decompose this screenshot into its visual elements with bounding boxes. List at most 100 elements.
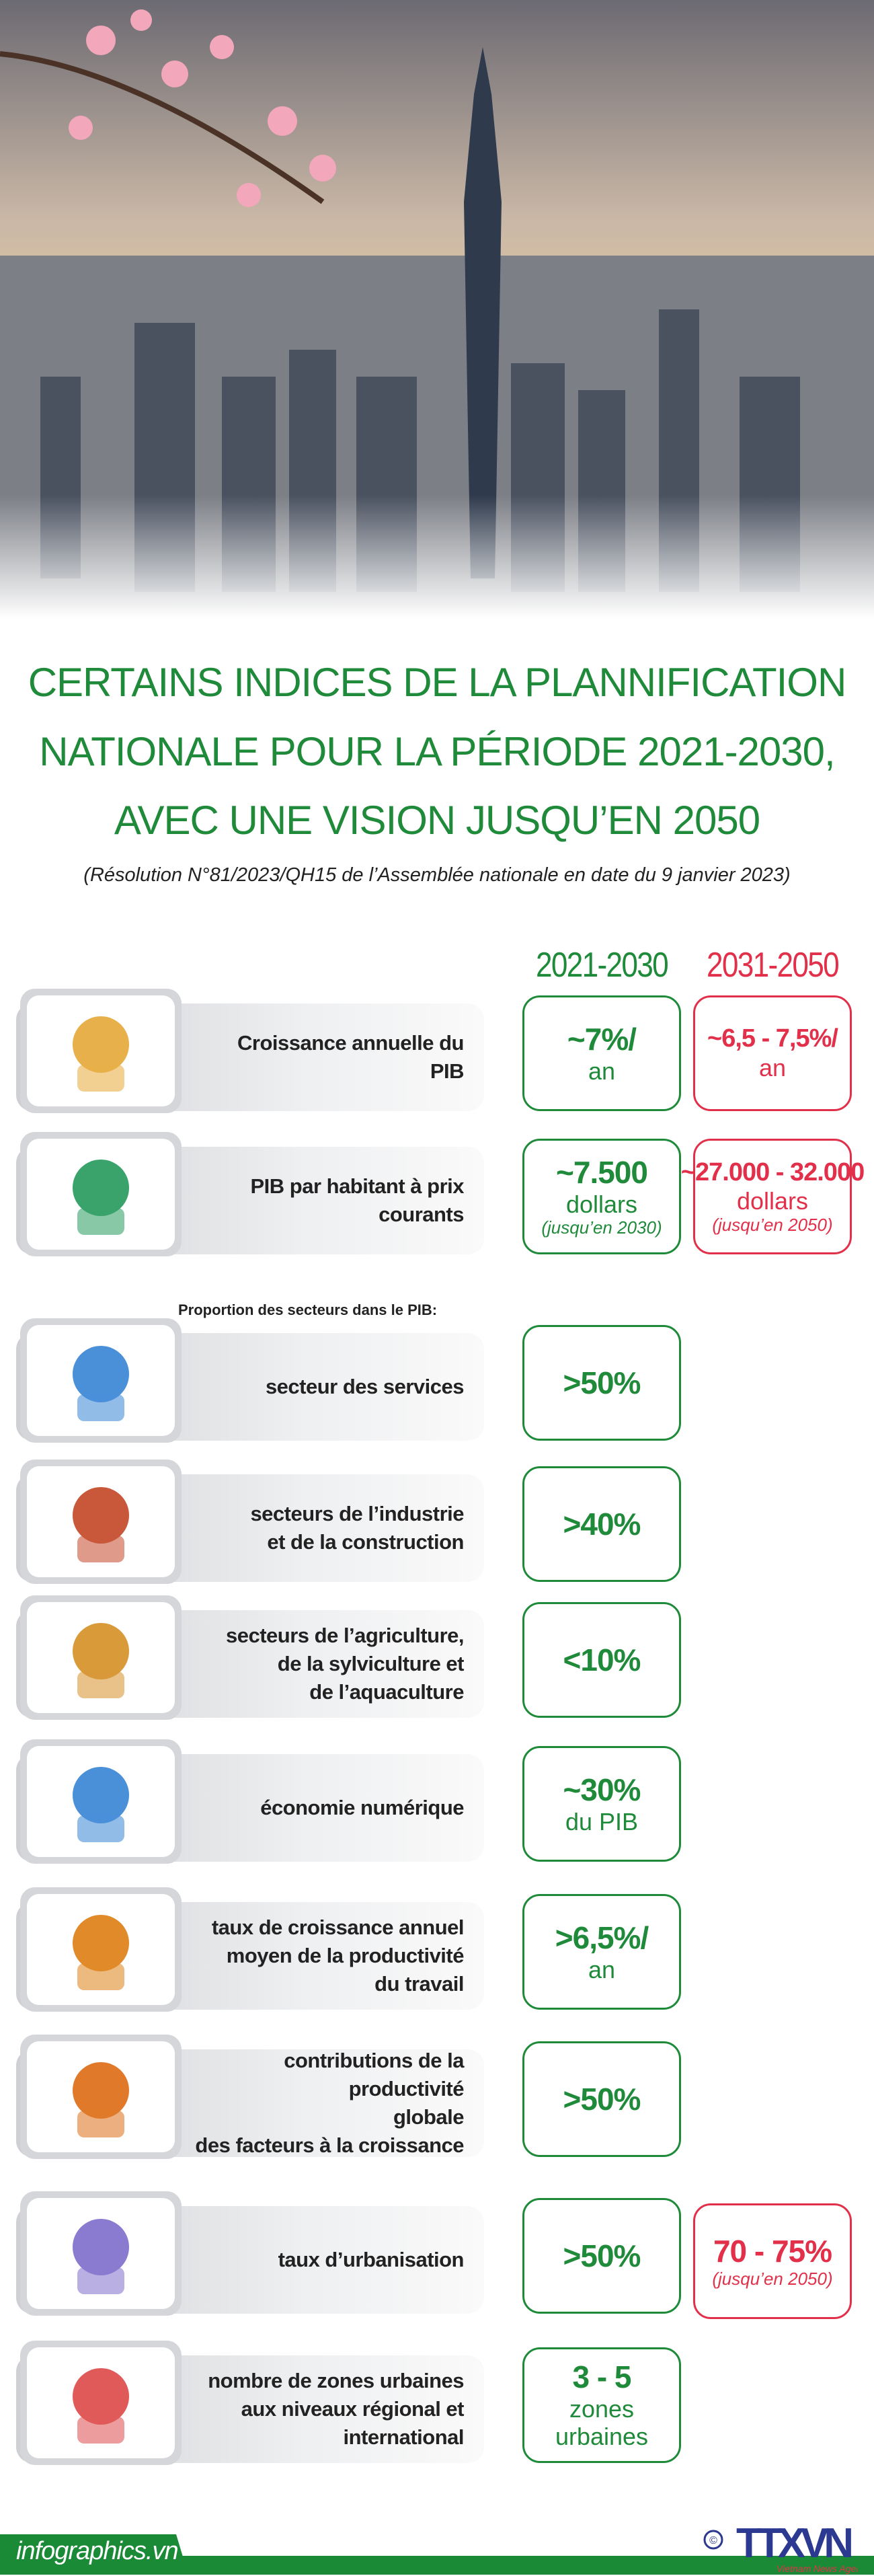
engineer-icon	[73, 2061, 129, 2137]
value-note: (jusqu’en 2030)	[541, 1217, 662, 1238]
label-line: de la sylviculture et	[277, 1652, 465, 1676]
label-line: PIB	[430, 1059, 465, 1083]
label-line: courants	[379, 1203, 464, 1226]
label-line: économie numérique	[260, 1796, 464, 1820]
digital-tablet-chart-icon	[73, 1766, 129, 1842]
value-main: ~7%/	[567, 1021, 637, 1057]
skyscrapers-icon	[73, 2367, 129, 2444]
value-unit: an	[588, 1057, 616, 1085]
indicator-label: nombre de zones urbaines aux niveaux régi…	[182, 2355, 464, 2463]
worker-wheelbarrow-icon	[73, 1914, 129, 1990]
customer-service-icon	[73, 1345, 129, 1421]
column-header-2021-2030: 2021-2030	[535, 946, 669, 985]
label-line: du travail	[374, 1971, 464, 1996]
label-line: des facteurs à la croissance	[195, 2133, 464, 2157]
indicator-label: PIB par habitant à prix courants	[182, 1147, 464, 1254]
icon-frame	[20, 2191, 182, 2316]
value-2021-2030: 3 - 5 zones urbaines	[522, 2347, 681, 2463]
value-main: ~27.000 - 32.000	[680, 1158, 865, 1186]
value-unit: du PIB	[565, 1807, 639, 1835]
value-2021-2030: >50%	[522, 1325, 681, 1441]
label-line: secteurs de l’industrie	[250, 1502, 464, 1526]
footer-site[interactable]: infographics.vn	[16, 2537, 179, 2565]
value-2021-2030: <10%	[522, 1602, 681, 1718]
label-line: taux d’urbanisation	[278, 2248, 465, 2272]
indicator-label: Croissance annuelle du PIB	[182, 1003, 465, 1111]
agriculture-fish-icon	[73, 1622, 129, 1698]
indicator-label: secteurs de l’industrie et de la construc…	[182, 1474, 464, 1582]
title-line-1: CERTAINS INDICES DE LA PLANNIFICATION	[28, 660, 847, 705]
indicator-label: économie numérique	[182, 1754, 464, 1862]
label-line: aux niveaux régional et	[241, 2397, 465, 2421]
ttxvn-logo: © TTXVN Vietnam News Agency	[703, 2520, 857, 2574]
value-unit: zones urbaines	[555, 2395, 649, 2451]
city-map-icon	[73, 2218, 129, 2294]
value-2031-2050: 70 - 75% (jusqu’en 2050)	[693, 2203, 852, 2319]
indicator-label: secteur des services	[182, 1333, 465, 1441]
title-line-2: NATIONALE POUR LA PÉRIODE 2021-2030,	[39, 729, 835, 774]
indicator-row: économie numérique ~30% du PIB	[0, 1739, 874, 1867]
proportion-label: Proportion des secteurs dans le PIB:	[178, 1301, 438, 1318]
value-unit: an	[588, 1955, 616, 1983]
label-line: Croissance annuelle du	[237, 1031, 465, 1055]
value-main: <10%	[563, 1642, 641, 1677]
label-line: PIB par habitant à prix	[250, 1174, 464, 1199]
hero-city-photo	[0, 0, 874, 619]
value-main: ~7.500	[556, 1154, 648, 1190]
label-line: secteur des services	[265, 1375, 465, 1399]
value-main: >50%	[563, 2238, 641, 2273]
label-line: contributions de la productivité	[284, 2049, 464, 2101]
icon-frame	[20, 2341, 182, 2465]
label-line: taux de croissance annuel	[211, 1916, 465, 1940]
label-line: nombre de zones urbaines	[208, 2369, 464, 2393]
logo-subtext: Vietnam News Agency	[777, 2563, 857, 2574]
icon-frame	[20, 2035, 182, 2159]
indicator-row: taux d’urbanisation >50% 70 - 75% (jusqu…	[0, 2191, 874, 2319]
label-line: globale	[393, 2105, 465, 2129]
value-2021-2030: >50%	[522, 2041, 681, 2157]
icon-frame	[20, 1739, 182, 1864]
icon-frame	[20, 1132, 182, 1256]
value-note: (jusqu’en 2050)	[712, 2268, 833, 2289]
indicator-row: PIB par habitant à prix courants ~7.500 d…	[0, 1132, 874, 1260]
label-line: et de la construction	[267, 1530, 464, 1554]
value-2021-2030: >50%	[522, 2198, 681, 2314]
indicator-row: secteurs de l’agriculture, de la sylvicul…	[0, 1595, 874, 1723]
indicator-row: Croissance annuelle du PIB ~7%/ an ~6,5 -…	[0, 989, 874, 1116]
value-2021-2030: >6,5%/ an	[522, 1894, 681, 2010]
icon-frame	[20, 1318, 182, 1443]
value-unit: an	[758, 1054, 787, 1082]
value-main: ~6,5 - 7,5%/	[707, 1024, 838, 1053]
indicator-row: nombre de zones urbaines aux niveaux régi…	[0, 2341, 874, 2468]
construction-worker-icon	[73, 1486, 129, 1562]
value-main: >50%	[563, 1365, 641, 1400]
indicator-label: taux d’urbanisation	[182, 2206, 465, 2314]
value-main: 70 - 75%	[713, 2233, 832, 2269]
label-line: international	[343, 2425, 464, 2449]
value-2021-2030: >40%	[522, 1466, 681, 1582]
value-main: ~30%	[563, 1772, 641, 1807]
indicator-label: contributions de la productivité globale d…	[182, 2049, 464, 2157]
indicator-label: secteurs de l’agriculture, de la sylvicul…	[182, 1610, 464, 1718]
money-bag-hand-icon	[73, 1159, 129, 1235]
indicator-row: secteurs de l’industrie et de la construc…	[0, 1460, 874, 1587]
icon-frame	[20, 1887, 182, 2012]
value-2021-2030: ~7%/ an	[522, 995, 681, 1111]
value-2031-2050: ~27.000 - 32.000 dollars (jusqu’en 2050)	[681, 1139, 865, 1254]
icon-frame	[20, 1460, 182, 1584]
indicator-row: secteur des services >50%	[0, 1318, 874, 1446]
value-2021-2030: ~30% du PIB	[522, 1746, 681, 1862]
value-unit: dollars	[736, 1187, 809, 1215]
indicator-row: taux de croissance annuel moyen de la pro…	[0, 1887, 874, 2015]
value-2021-2030: ~7.500 dollars (jusqu’en 2030)	[522, 1139, 681, 1254]
subtitle: (Résolution N°81/2023/QH15 de l’Assemblé…	[83, 864, 791, 886]
column-header-2031-2050: 2031-2050	[706, 946, 840, 985]
footer-tab	[0, 2534, 188, 2575]
indicator-label: taux de croissance annuel moyen de la pro…	[182, 1902, 465, 2010]
label-line: secteurs de l’agriculture,	[226, 1624, 464, 1648]
label-line: de l’aquaculture	[309, 1679, 464, 1704]
icon-frame	[20, 989, 182, 1113]
icon-frame	[20, 1595, 182, 1720]
title-line-3: AVEC UNE VISION JUSQU’EN 2050	[114, 798, 760, 843]
value-2031-2050: ~6,5 - 7,5%/ an	[693, 995, 852, 1111]
